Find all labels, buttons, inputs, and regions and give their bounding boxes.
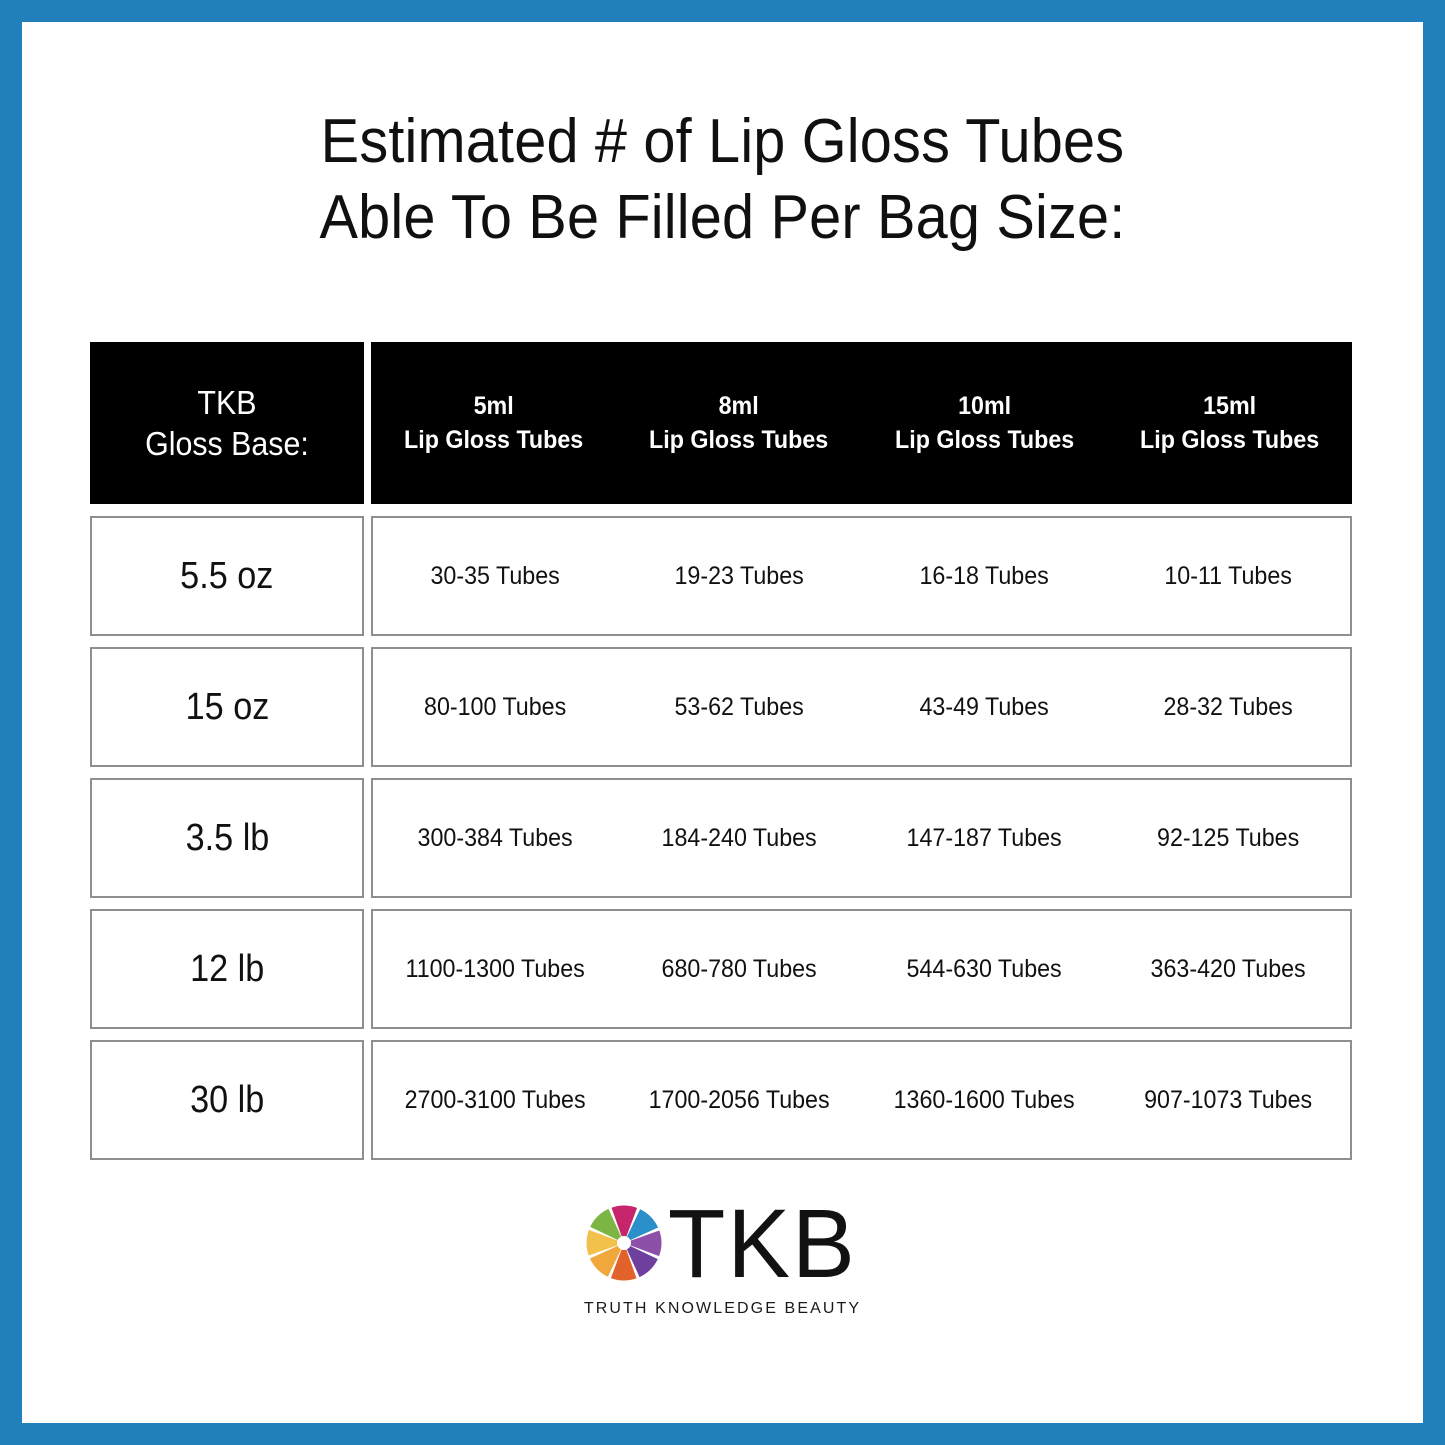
column-header-10ml: 10ml Lip Gloss Tubes xyxy=(870,389,1098,457)
color-wheel-icon xyxy=(586,1205,662,1281)
row-label-cell: 5.5 oz xyxy=(90,516,364,636)
cell-8ml: 19-23 Tubes xyxy=(674,561,805,590)
wheel-segment xyxy=(611,1249,637,1281)
row-label-cell: 3.5 lb xyxy=(90,778,364,898)
table-header-row: TKB Gloss Base: 5ml Lip Gloss Tubes 8ml … xyxy=(90,342,1352,504)
column-header-10ml-volume: 10ml xyxy=(957,392,1011,420)
wheel-segment xyxy=(586,1229,618,1256)
page-title: Estimated # of Lip Gloss Tubes Able To B… xyxy=(22,104,1423,256)
row-label: 3.5 lb xyxy=(185,816,269,859)
row-label: 30 lb xyxy=(189,1078,265,1121)
bag-size-table: TKB Gloss Base: 5ml Lip Gloss Tubes 8ml … xyxy=(90,342,1352,1160)
table-corner-header: TKB Gloss Base: xyxy=(90,342,364,504)
corner-header-line1: TKB xyxy=(197,384,257,421)
cell-15ml: 907-1073 Tubes xyxy=(1143,1085,1312,1114)
cell-8ml: 184-240 Tubes xyxy=(661,823,817,852)
column-header-5ml-volume: 5ml xyxy=(473,392,514,420)
wheel-segment xyxy=(627,1246,658,1278)
corner-header-line2: Gloss Base: xyxy=(145,425,309,462)
cell-8ml: 680-780 Tubes xyxy=(661,954,817,983)
logo-letters: TKB xyxy=(668,1189,857,1298)
table-row: 3.5 lb 300-384 Tubes 184-240 Tubes 147-1… xyxy=(90,778,1352,898)
cell-10ml: 1360-1600 Tubes xyxy=(893,1085,1075,1114)
row-data-group: 2700-3100 Tubes 1700-2056 Tubes 1360-160… xyxy=(371,1040,1352,1160)
row-data-group: 80-100 Tubes 53-62 Tubes 43-49 Tubes 28-… xyxy=(371,647,1352,767)
wheel-segment xyxy=(590,1245,622,1277)
row-data-group: 300-384 Tubes 184-240 Tubes 147-187 Tube… xyxy=(371,778,1352,898)
cell-10ml: 43-49 Tubes xyxy=(918,692,1049,721)
cell-5ml: 80-100 Tubes xyxy=(424,692,567,721)
cell-10ml: 544-630 Tubes xyxy=(906,954,1062,983)
cell-5ml: 2700-3100 Tubes xyxy=(404,1085,586,1114)
column-header-5ml-sub: Lip Gloss Tubes xyxy=(404,426,584,454)
row-data-group: 30-35 Tubes 19-23 Tubes 16-18 Tubes 10-1… xyxy=(371,516,1352,636)
table-row: 5.5 oz 30-35 Tubes 19-23 Tubes 16-18 Tub… xyxy=(90,516,1352,636)
column-header-5ml: 5ml Lip Gloss Tubes xyxy=(380,389,608,457)
column-header-15ml-sub: Lip Gloss Tubes xyxy=(1139,426,1319,454)
wheel-segment xyxy=(611,1205,638,1237)
table-column-headers: 5ml Lip Gloss Tubes 8ml Lip Gloss Tubes … xyxy=(371,342,1352,504)
column-header-8ml-sub: Lip Gloss Tubes xyxy=(649,426,829,454)
column-header-8ml-volume: 8ml xyxy=(718,392,759,420)
row-label: 5.5 oz xyxy=(180,554,274,597)
row-label-cell: 15 oz xyxy=(90,647,364,767)
cell-15ml: 28-32 Tubes xyxy=(1163,692,1293,721)
row-label: 15 oz xyxy=(185,685,269,728)
row-data-group: 1100-1300 Tubes 680-780 Tubes 544-630 Tu… xyxy=(371,909,1352,1029)
wheel-segment xyxy=(590,1208,622,1240)
logo-mark: TKB xyxy=(585,1189,860,1298)
wheel-segment xyxy=(630,1230,662,1257)
logo-tagline: TRUTH KNOWLEDGE BEAUTY xyxy=(583,1300,862,1317)
row-label-cell: 12 lb xyxy=(90,909,364,1029)
column-header-10ml-sub: Lip Gloss Tubes xyxy=(894,426,1074,454)
table-row: 15 oz 80-100 Tubes 53-62 Tubes 43-49 Tub… xyxy=(90,647,1352,767)
cell-8ml: 1700-2056 Tubes xyxy=(648,1085,830,1114)
poster-canvas: Estimated # of Lip Gloss Tubes Able To B… xyxy=(22,22,1423,1423)
cell-15ml: 363-420 Tubes xyxy=(1150,954,1306,983)
cell-5ml: 30-35 Tubes xyxy=(430,561,560,590)
row-label: 12 lb xyxy=(189,947,265,990)
cell-10ml: 16-18 Tubes xyxy=(918,561,1049,590)
table-row: 12 lb 1100-1300 Tubes 680-780 Tubes 544-… xyxy=(90,909,1352,1029)
title-line-1: Estimated # of Lip Gloss Tubes xyxy=(320,107,1125,176)
corner-header-text: TKB Gloss Base: xyxy=(145,382,309,464)
cell-5ml: 1100-1300 Tubes xyxy=(405,954,585,983)
row-label-cell: 30 lb xyxy=(90,1040,364,1160)
brand-logo: TKB TRUTH KNOWLEDGE BEAUTY xyxy=(22,1189,1423,1318)
cell-5ml: 300-384 Tubes xyxy=(417,823,573,852)
cell-8ml: 53-62 Tubes xyxy=(674,692,805,721)
column-header-15ml-volume: 15ml xyxy=(1202,392,1256,420)
cell-15ml: 92-125 Tubes xyxy=(1156,823,1299,852)
table-row: 30 lb 2700-3100 Tubes 1700-2056 Tubes 13… xyxy=(90,1040,1352,1160)
column-header-8ml: 8ml Lip Gloss Tubes xyxy=(625,389,853,457)
cell-15ml: 10-11 Tubes xyxy=(1164,561,1292,590)
wheel-segment xyxy=(627,1209,659,1241)
title-line-2: Able To Be Filled Per Bag Size: xyxy=(319,183,1126,252)
cell-10ml: 147-187 Tubes xyxy=(906,823,1062,852)
column-header-15ml: 15ml Lip Gloss Tubes xyxy=(1115,389,1343,457)
